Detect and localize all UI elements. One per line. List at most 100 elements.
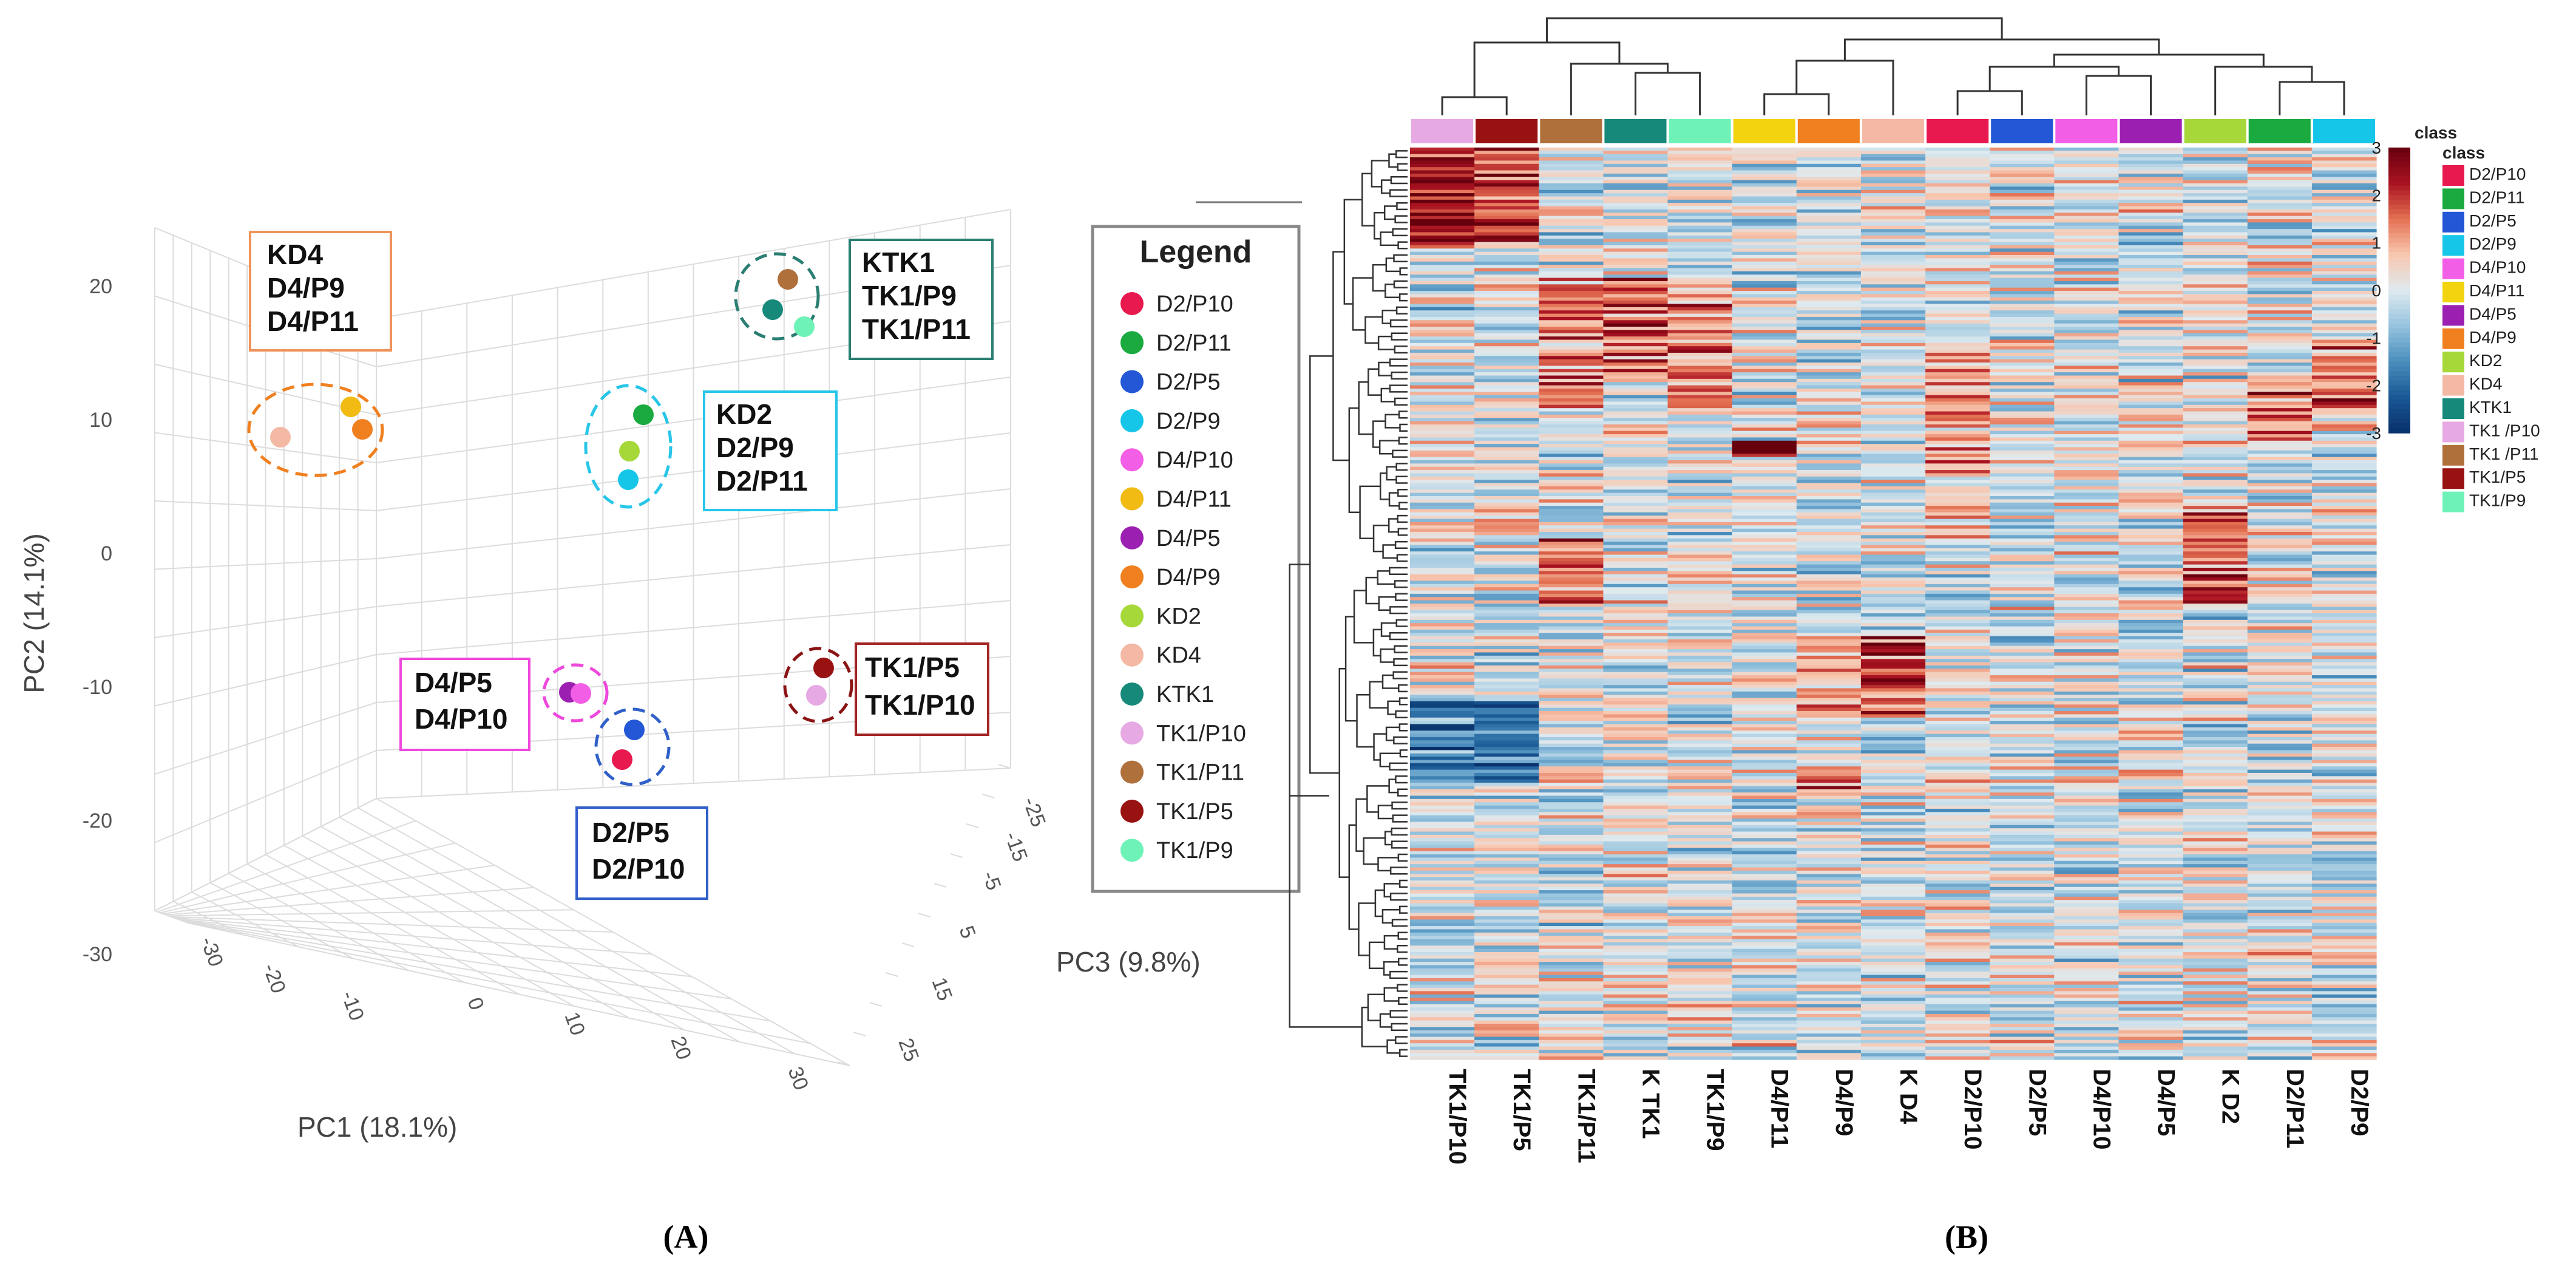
- heatmap-cell: [1925, 968, 1990, 972]
- grid-line: [154, 798, 377, 911]
- heatmap-cell: [1925, 382, 1990, 386]
- heatmap-cell: [2054, 287, 2119, 291]
- heatmap-cell: [1990, 695, 2055, 699]
- heatmap-cell: [2054, 681, 2119, 686]
- heatmap-cell: [2247, 203, 2313, 207]
- heatmap-cell: [2118, 757, 2184, 761]
- heatmap-cell: [2118, 382, 2184, 386]
- heatmap-cell: [1925, 701, 1990, 705]
- heatmap-cell: [2247, 597, 2313, 601]
- heatmap-cell: [1539, 277, 1604, 282]
- heatmap-cell: [1796, 548, 1862, 552]
- heatmap-cell: [1990, 239, 2055, 243]
- color-scale-step: [2388, 290, 2410, 296]
- heatmap-cell: [1603, 929, 1669, 933]
- heatmap-cell: [2054, 828, 2119, 832]
- heatmap-cell: [1474, 698, 1539, 702]
- heatmap-cell: [2311, 848, 2377, 852]
- heatmap-cell: [1796, 239, 1862, 243]
- column-class-swatch: [1797, 119, 1860, 143]
- heatmap-cell: [1925, 962, 1990, 966]
- heatmap-cell: [1732, 721, 1797, 725]
- heatmap-cell: [1860, 554, 1926, 559]
- heatmap-cell: [1474, 421, 1539, 425]
- heatmap-cell: [2247, 336, 2313, 341]
- annotation-label: TK1/P11: [862, 313, 971, 345]
- heatmap-cell: [2311, 1056, 2377, 1060]
- heatmap-cell: [1474, 763, 1539, 767]
- heatmap-cell: [1732, 730, 1797, 735]
- heatmap-cell: [2247, 301, 2313, 305]
- heatmap-cell: [1925, 486, 1990, 490]
- heatmap-cell: [2311, 1027, 2377, 1031]
- dendrogram-branch: [1353, 590, 1374, 644]
- heatmap-cell: [1925, 542, 1990, 546]
- heatmap-cell: [1925, 531, 1990, 536]
- heatmap-cell: [1925, 248, 1990, 253]
- heatmap-cell: [1925, 857, 1990, 862]
- heatmap-cell: [1860, 307, 1926, 311]
- heatmap-cell: [2118, 584, 2184, 588]
- heatmap-cell: [1732, 717, 1797, 721]
- heatmap-cell: [1603, 519, 1669, 523]
- heatmap-cell: [1667, 154, 1733, 158]
- heatmap-cell: [2247, 460, 2313, 464]
- heatmap-cell: [2247, 769, 2313, 774]
- heatmap-cell: [2311, 525, 2377, 529]
- heatmap-cell: [1667, 942, 1733, 946]
- heatmap-cell: [1796, 1027, 1862, 1031]
- heatmap-cell: [1410, 691, 1475, 695]
- heatmap-cell: [1732, 548, 1797, 552]
- heatmap-cell: [1860, 203, 1926, 207]
- heatmap-cell: [1796, 613, 1862, 618]
- heatmap-cell: [1860, 437, 1926, 441]
- dendrogram-branch: [1391, 919, 1408, 927]
- heatmap-cell: [1990, 248, 2055, 253]
- heatmap-cell: [2183, 196, 2248, 200]
- heatmap-cell: [2247, 531, 2313, 536]
- dendrogram-branch: [1380, 387, 1395, 403]
- heatmap-cell: [2054, 772, 2119, 777]
- heatmap-cell: [1990, 274, 2055, 279]
- legend-item: TK1/P11: [1156, 760, 1244, 786]
- heatmap-cell: [1860, 427, 1926, 432]
- heatmap-cell: [1990, 704, 2055, 709]
- heatmap-cell: [1474, 860, 1539, 865]
- class-legend-swatch: [2442, 491, 2464, 512]
- heatmap-cell: [2247, 815, 2313, 819]
- heatmap-cell: [1539, 685, 1604, 689]
- heatmap-cell: [1990, 721, 2055, 725]
- class-legend-swatch: [2442, 258, 2464, 279]
- heatmap-cell: [1860, 834, 1926, 839]
- color-scale-step: [2388, 338, 2410, 343]
- heatmap-cell: [1990, 404, 2055, 409]
- heatmap-cell: [1732, 316, 1797, 321]
- heatmap-cell: [2054, 619, 2119, 624]
- heatmap-cell: [1990, 604, 2055, 607]
- heatmap-cell: [1796, 896, 1862, 900]
- heatmap-cell: [1925, 1037, 1990, 1041]
- heatmap-cell: [1474, 851, 1539, 855]
- heatmap-cell: [1732, 287, 1797, 291]
- heatmap-cell: [1860, 229, 1926, 233]
- heatmap-cell: [2311, 932, 2377, 936]
- heatmap-cell: [2054, 910, 2119, 914]
- color-scale-step: [2388, 166, 2410, 172]
- heatmap-cell: [1410, 659, 1475, 663]
- heatmap-cell: [2118, 600, 2184, 604]
- heatmap-cell: [2118, 450, 2184, 454]
- heatmap-cell: [2054, 154, 2119, 158]
- heatmap-cell: [1539, 352, 1604, 356]
- color-scale-step: [2388, 285, 2410, 291]
- heatmap-cell: [1860, 838, 1926, 842]
- heatmap-cell: [1667, 297, 1733, 301]
- heatmap-cell: [1796, 815, 1862, 819]
- heatmap-cell: [1796, 163, 1862, 168]
- heatmap-cell: [1732, 619, 1797, 624]
- heatmap-cell: [2247, 463, 2313, 468]
- heatmap-cell: [1474, 968, 1539, 972]
- heatmap-cell: [1732, 1037, 1797, 1041]
- heatmap-cell: [1860, 766, 1926, 771]
- heatmap-cell: [1860, 385, 1926, 389]
- heatmap-cell: [2247, 851, 2313, 855]
